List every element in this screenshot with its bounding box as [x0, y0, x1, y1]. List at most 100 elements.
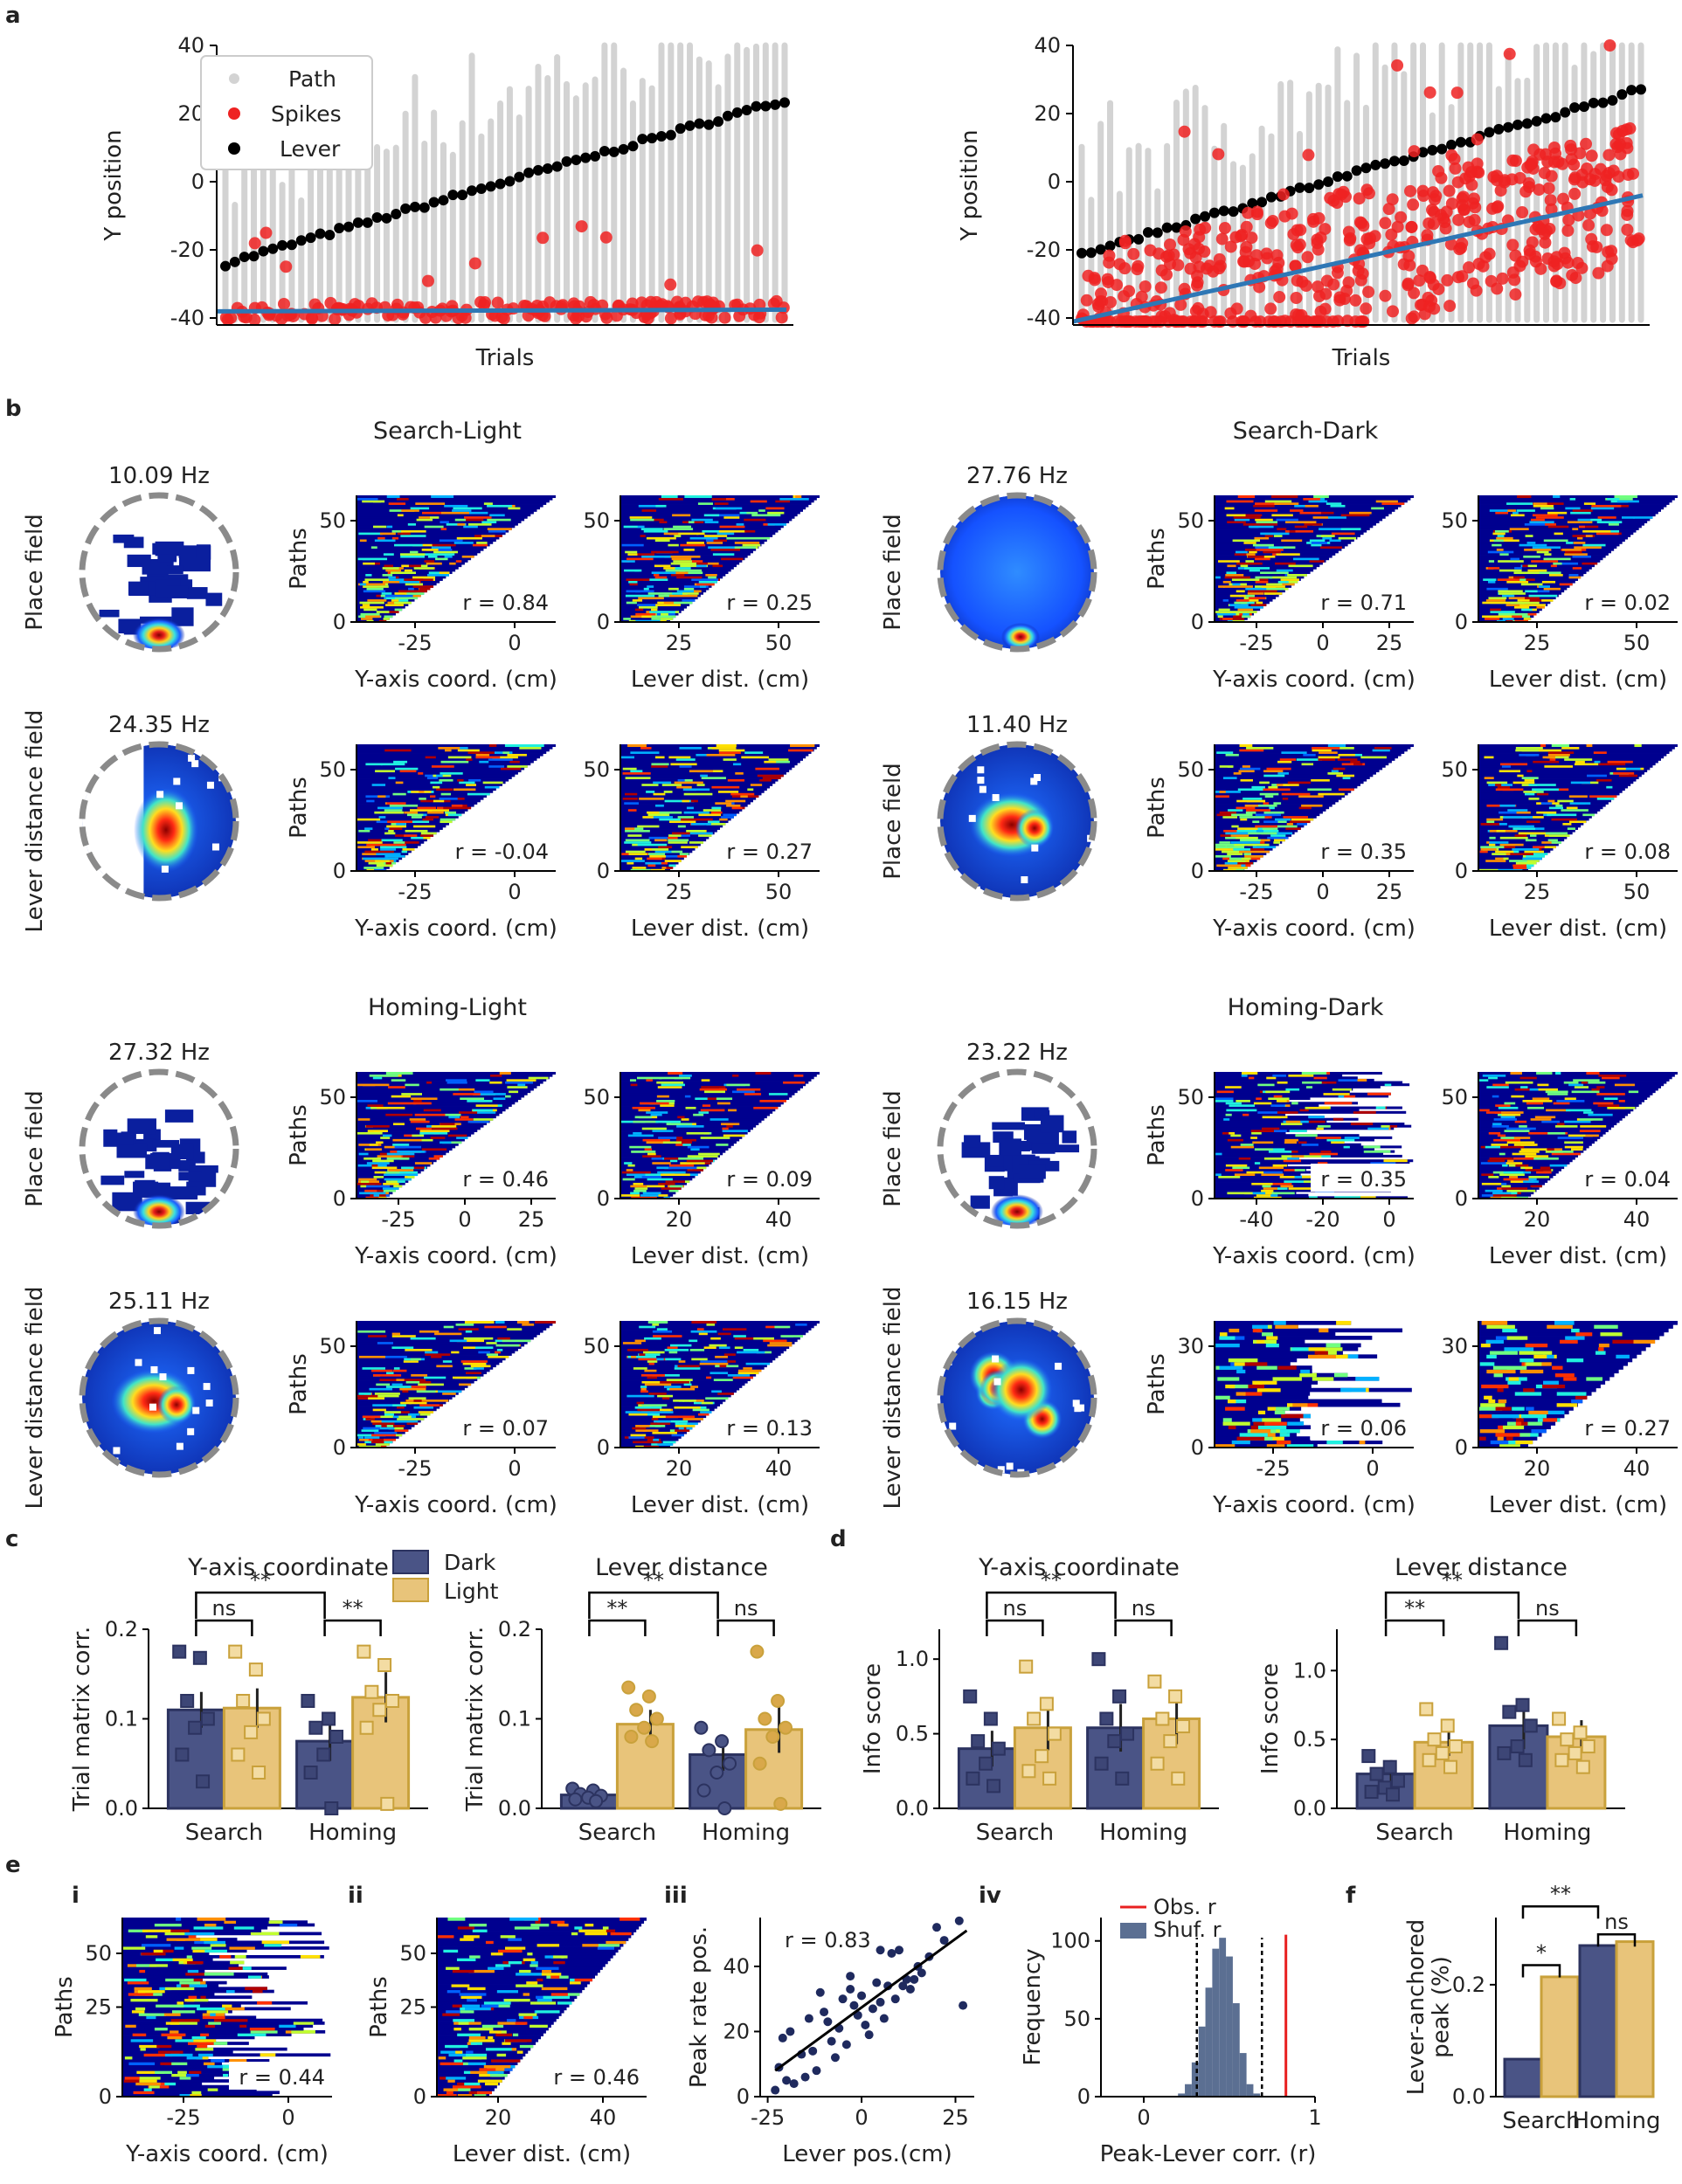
field-path-bin	[1054, 1144, 1080, 1153]
heatmap-bin	[1528, 797, 1540, 800]
heatmap-bin	[1237, 495, 1256, 499]
heatmap-bin	[1244, 804, 1259, 807]
heatmap-row	[1478, 1124, 1615, 1128]
heatmap-bin	[389, 826, 403, 830]
heatmap-bin	[1321, 534, 1335, 537]
heatmap-bin	[391, 1334, 416, 1337]
heatmap-bin	[646, 610, 653, 613]
heatmap-bin	[1319, 750, 1338, 754]
heatmap-bin	[648, 1392, 667, 1395]
heatmap-bin	[1489, 843, 1496, 847]
spike-point	[635, 296, 648, 309]
heatmap-bin	[406, 591, 425, 595]
significance-bracket	[588, 1619, 647, 1636]
heatmap-bin	[723, 515, 740, 519]
heatmap-row	[1478, 744, 1678, 748]
data-point	[983, 1711, 998, 1726]
data-point	[624, 1730, 639, 1744]
y-axis-label: Info score	[1257, 1663, 1284, 1774]
heatmap-bin	[439, 797, 462, 800]
heatmap-bin	[1564, 1120, 1591, 1123]
r-label-bg	[1575, 587, 1674, 615]
heatmap-bin	[1497, 1134, 1506, 1137]
data-point	[709, 1766, 724, 1780]
spike-point	[1487, 170, 1500, 183]
field-path-bin	[116, 1132, 134, 1145]
heatmap-bin	[1215, 795, 1229, 798]
heatmap-bin	[628, 1435, 645, 1439]
heatmap-bin	[1291, 1102, 1298, 1105]
field-unvisited	[113, 1447, 121, 1455]
heatmap-bin	[417, 806, 436, 810]
field-unvisited	[979, 785, 986, 793]
spike-point	[1408, 145, 1421, 158]
heatmap-bin	[658, 1182, 675, 1185]
heatmap-row	[620, 500, 814, 503]
heatmap-bin	[1582, 529, 1611, 533]
heatmap-bin	[1582, 543, 1606, 547]
data-point	[252, 1766, 266, 1780]
heatmap-bin	[484, 785, 500, 789]
heatmap-bin	[668, 1072, 683, 1075]
field-path-bin	[152, 1139, 180, 1148]
y-tick-label: 0	[1191, 1186, 1204, 1211]
heatmap-bin	[1478, 1078, 1489, 1082]
heatmap-bin	[1255, 580, 1269, 584]
heatmap-bin	[1483, 577, 1497, 581]
heatmap-bin	[661, 861, 668, 865]
heatmap-bin	[1236, 857, 1251, 860]
heatmap-bin	[419, 1129, 450, 1132]
heatmap-bin	[1524, 548, 1552, 551]
heatmap-bin	[1249, 569, 1261, 572]
heatmap-bin	[1566, 806, 1578, 810]
heatmap-bin	[1233, 771, 1242, 775]
y-tick-label: 50	[1177, 1085, 1204, 1109]
heatmap-bin	[1498, 1399, 1507, 1404]
heatmap-bin	[407, 1175, 415, 1178]
heatmap-bin	[654, 1420, 671, 1423]
heatmap-bin	[1571, 1090, 1600, 1094]
heatmap-bin	[356, 1099, 377, 1102]
heatmap-bin	[651, 1417, 659, 1420]
heatmap-row	[356, 527, 512, 530]
heatmap-bin	[1491, 1143, 1508, 1146]
heatmap-row	[620, 778, 779, 782]
lever-point	[580, 152, 592, 163]
heatmap-bin	[1525, 861, 1535, 865]
heatmap-bin	[651, 615, 676, 619]
significance-bracket	[986, 1591, 1117, 1619]
heatmap-bin	[1575, 1395, 1588, 1400]
heatmap-bin	[1228, 866, 1248, 869]
heatmap-bin	[402, 1390, 409, 1393]
heatmap-bin	[379, 1152, 389, 1156]
lever-point	[485, 181, 496, 192]
heatmap-bin	[393, 760, 408, 764]
field-path-bin	[178, 557, 211, 572]
heatmap-bin	[744, 1092, 762, 1095]
heatmap-bin	[419, 790, 425, 793]
spike-point	[1542, 182, 1555, 195]
lever-point	[277, 239, 288, 251]
heatmap-bin	[731, 806, 743, 810]
r-label: r = 0.71	[1320, 591, 1407, 615]
heatmap-bin	[1540, 1166, 1551, 1170]
lever-point	[1332, 171, 1343, 183]
heatmap-bin	[701, 1401, 713, 1405]
heatmap-bin	[653, 573, 660, 577]
heatmap-bin	[718, 1346, 730, 1350]
heatmap-bin	[1543, 557, 1571, 561]
heatmap-bin	[1317, 1161, 1328, 1165]
heatmap-bin	[624, 569, 640, 572]
lever-point	[1095, 244, 1106, 255]
heatmap-row	[1215, 543, 1348, 547]
heatmap-row	[1478, 822, 1584, 826]
heatmap-bin	[1290, 508, 1304, 512]
firing-rate-label: 16.15 Hz	[966, 1289, 1068, 1315]
heatmap-bin	[445, 811, 457, 814]
heatmap-bin	[1492, 1413, 1519, 1419]
heatmap-bin	[1508, 1376, 1519, 1381]
heatmap-row	[1215, 778, 1367, 782]
heatmap-bin	[634, 1339, 646, 1343]
heatmap-row	[356, 1090, 531, 1094]
